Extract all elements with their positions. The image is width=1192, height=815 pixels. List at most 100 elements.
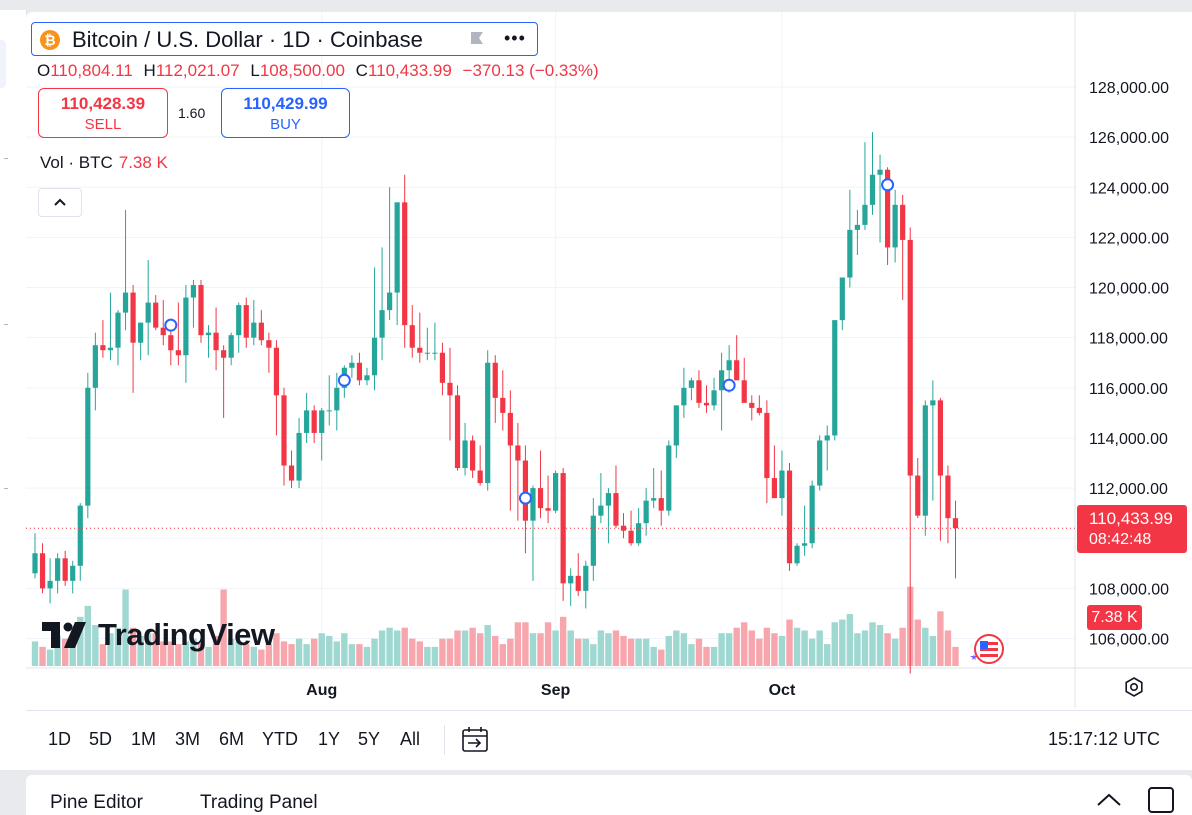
volume-bar (544, 622, 552, 666)
candle-body (749, 402, 755, 408)
volume-bar (129, 627, 137, 666)
volume-bar (137, 635, 144, 666)
volume-bar (846, 614, 854, 666)
tab-pine-editor[interactable]: Pine Editor (50, 792, 143, 813)
event-marker (518, 491, 532, 505)
drawing-toolbar[interactable] (0, 10, 27, 770)
candle-body (77, 505, 83, 566)
candle-body (183, 297, 189, 356)
candle-body (560, 473, 566, 584)
volume-bar (763, 627, 771, 666)
date-range-calendar-icon[interactable] (460, 725, 490, 755)
candle-body (801, 543, 808, 546)
candle-body (198, 285, 204, 336)
price-axis-label: 114,000.00 (1089, 431, 1168, 448)
candle-body (779, 470, 785, 499)
candle-body (115, 312, 121, 348)
candle-body (145, 302, 151, 323)
volume-bar (552, 630, 559, 666)
candle-body (221, 350, 227, 358)
candle-body (107, 347, 114, 351)
sell-button[interactable]: 110,428.39 SELL (38, 88, 168, 138)
candle-body (817, 440, 823, 486)
candle-body (349, 362, 355, 368)
range-5y[interactable]: 5Y (358, 729, 381, 749)
buy-button[interactable]: 110,429.99 BUY (221, 88, 350, 138)
range-1y[interactable]: 1Y (318, 729, 341, 749)
event-marker (881, 178, 895, 192)
collapse-legend-button[interactable] (38, 188, 82, 217)
candle-body (839, 277, 845, 321)
range-1m[interactable]: 1M (131, 729, 157, 749)
candle-body (160, 327, 166, 336)
price-axis-label: 116,000.00 (1089, 381, 1168, 398)
spread-value: 1.60 (178, 105, 206, 121)
toolbar-handle[interactable] (0, 40, 6, 88)
range-ytd[interactable]: YTD (262, 729, 298, 749)
volume-bar (250, 646, 258, 666)
candle-body (786, 470, 793, 564)
volume-bar (884, 633, 891, 666)
candle-body (168, 335, 174, 351)
candle-body (122, 292, 129, 313)
candle-body (756, 407, 762, 413)
volume-bar (605, 633, 612, 666)
candle-body (605, 493, 612, 506)
volume-bar (914, 619, 921, 666)
volume-bar (175, 644, 182, 666)
candle-body (32, 553, 38, 574)
volume-bar (167, 641, 175, 666)
candle-body (771, 478, 778, 499)
chart-panel[interactable]: 128,000.00 126,000.00 124,000.00 122,000.00… (26, 12, 1192, 770)
us-flag-icon[interactable] (970, 633, 1004, 667)
volume-bar (680, 633, 688, 666)
range-1d[interactable]: 1D (48, 729, 72, 749)
candle-body (862, 204, 868, 225)
volume-bar (363, 646, 371, 666)
candle-body (447, 382, 453, 396)
low-label: L (250, 61, 260, 80)
chevron-up-icon[interactable] (1096, 791, 1122, 807)
volume-bar (393, 630, 401, 666)
maximize-panel-icon[interactable] (1148, 787, 1174, 813)
candle-body (952, 518, 959, 529)
candle-body (356, 362, 363, 381)
last-price-tag: 110,433.99 08:42:48 (1077, 505, 1187, 553)
utc-clock[interactable]: 15:17:12 UTC (1048, 729, 1161, 749)
candle-body (915, 475, 921, 516)
volume-bar (673, 630, 680, 666)
low-value: 108,500.00 (259, 61, 345, 80)
symbol-title[interactable]: Bitcoin / U.S. Dollar · 1D · Coinbase (72, 27, 423, 52)
volume-bar (54, 635, 61, 666)
volume-bar (212, 635, 220, 666)
candle-body (666, 445, 672, 511)
buy-price: 110,429.99 (243, 94, 328, 113)
tab-trading-panel[interactable]: Trading Panel (200, 792, 318, 813)
volume-legend[interactable]: Vol · BTC 7.38 K (40, 153, 168, 173)
range-5d[interactable]: 5D (89, 729, 113, 749)
candle-body (258, 322, 264, 341)
flag-icon[interactable] (469, 31, 485, 45)
volume-bar (718, 633, 725, 666)
range-6m[interactable]: 6M (219, 729, 245, 749)
range-all[interactable]: All (400, 729, 421, 749)
chevron-up-icon (54, 198, 66, 206)
more-icon[interactable]: ••• (504, 28, 526, 48)
candle-body (477, 470, 483, 484)
candle-body (417, 347, 423, 353)
volume-bar (99, 644, 107, 666)
candle-body (39, 553, 46, 589)
candle-body (922, 405, 928, 516)
candle-body (696, 380, 702, 403)
top-strip (0, 0, 1192, 10)
candle-body (439, 352, 446, 383)
settings-gear-icon[interactable] (1123, 676, 1145, 698)
close-label: C (355, 61, 368, 80)
open-value: 110,804.11 (50, 61, 133, 80)
candle-body (138, 322, 144, 343)
symbol-legend[interactable]: ₿ Bitcoin / U.S. Dollar · 1D · Coinbase … (31, 22, 538, 56)
volume-bar (454, 630, 461, 666)
range-3m[interactable]: 3M (175, 729, 201, 749)
candle-body (55, 558, 61, 581)
volume-bar (507, 638, 514, 666)
